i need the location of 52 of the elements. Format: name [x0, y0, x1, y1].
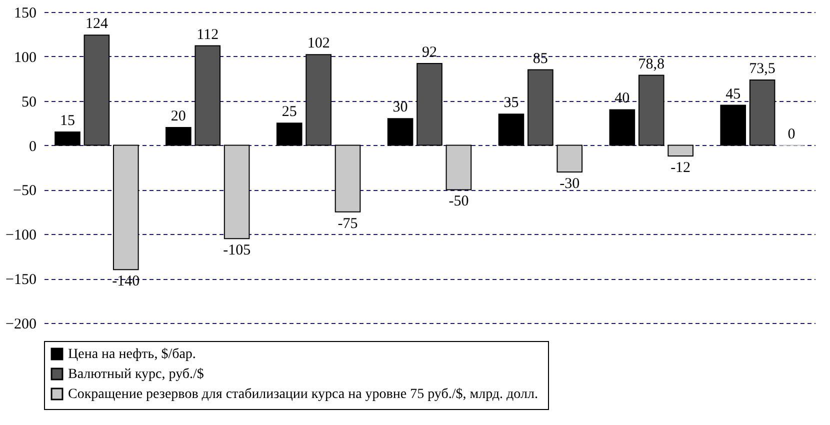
data-label: 78,8: [638, 56, 664, 72]
data-label: 0: [788, 126, 796, 142]
bar: [528, 69, 554, 146]
data-label: 112: [196, 26, 219, 43]
y-tick-label: −150: [6, 272, 36, 288]
bar: [720, 104, 746, 146]
data-label: -140: [112, 274, 140, 290]
bar: [498, 114, 524, 146]
data-label: -12: [670, 160, 691, 176]
bar: [556, 144, 583, 172]
data-label: 124: [85, 16, 108, 32]
bar: [334, 144, 361, 212]
bar: [749, 79, 776, 146]
legend-label: Цена на нефть, $/бар.: [68, 347, 196, 362]
data-label: 25: [282, 104, 297, 120]
y-tick-label: 50: [22, 94, 36, 110]
bar: [387, 118, 414, 146]
y-tick-label: 150: [14, 6, 36, 22]
legend-label: Сокращение резервов для стабилизации курса на уровне 75 руб./$, млрд. долл.: [68, 387, 538, 402]
data-label: 92: [422, 44, 437, 61]
data-label: -50: [448, 194, 469, 210]
data-label: -105: [223, 242, 251, 259]
bar: [54, 131, 80, 146]
data-label: 102: [307, 36, 330, 52]
bar: [446, 144, 472, 190]
bar: [112, 144, 139, 270]
y-tick-label: −50: [13, 183, 36, 200]
bar: [276, 122, 302, 146]
data-label: -75: [338, 216, 358, 232]
bar: [416, 63, 442, 146]
legend-label: Валютный курс, руб./$: [68, 367, 204, 382]
y-tick-label: −200: [6, 316, 36, 332]
bar: [224, 144, 250, 240]
bar: [84, 34, 110, 146]
y-tick-label: 0: [29, 138, 36, 155]
bar: [609, 109, 636, 146]
data-label: 35: [504, 95, 519, 112]
bar: [194, 45, 221, 146]
data-label: 73,5: [749, 60, 776, 77]
data-label: 20: [170, 108, 186, 125]
y-tick-label: 100: [14, 50, 36, 66]
data-label: 15: [60, 112, 75, 129]
data-label: -30: [560, 176, 580, 192]
bar: [306, 54, 332, 146]
y-tick-label: −100: [6, 228, 36, 244]
data-label: 30: [392, 100, 408, 116]
bar: [668, 144, 694, 156]
data-label: 45: [726, 86, 741, 102]
data-label: 85: [532, 50, 548, 67]
data-label: 40: [614, 90, 630, 107]
bar: [638, 74, 664, 146]
bar: [166, 127, 192, 146]
